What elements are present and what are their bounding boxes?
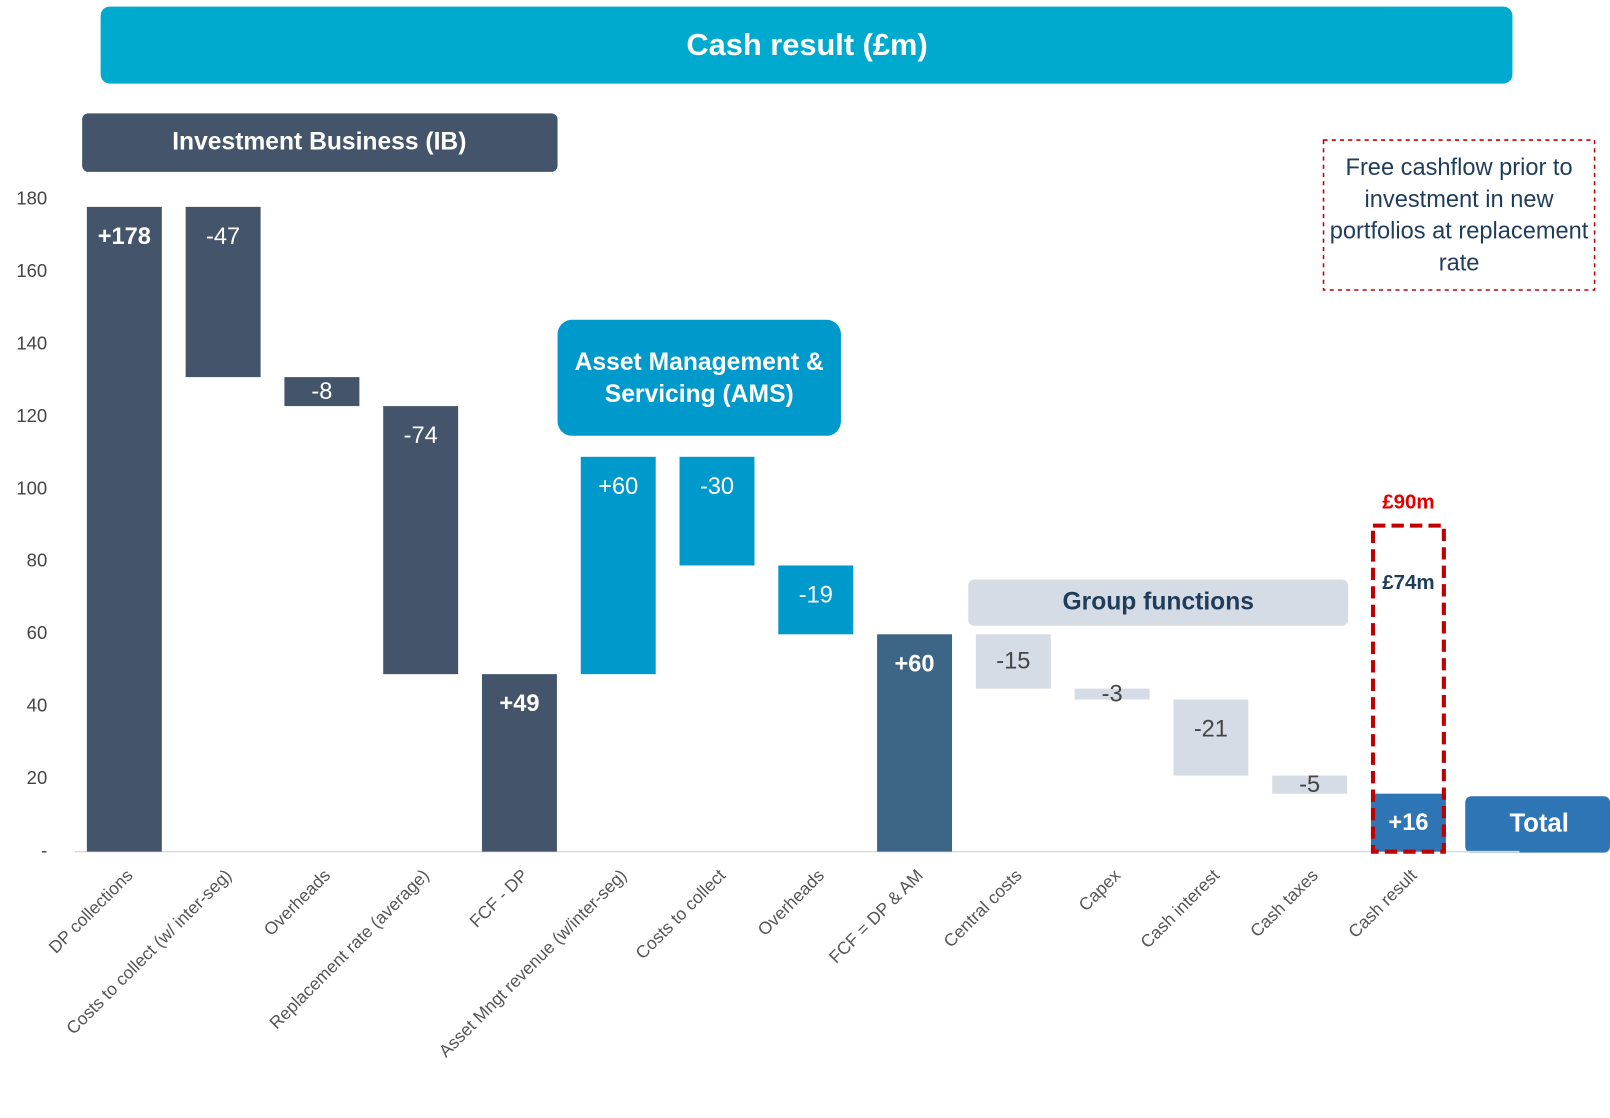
y-tick-label: 120 (16, 405, 47, 426)
y-tick-label: 60 (27, 622, 48, 643)
bar (383, 406, 459, 675)
value-label: -19 (799, 583, 833, 609)
highlight-label: £74m (1382, 571, 1434, 594)
bar (778, 565, 854, 635)
value-label: +60 (598, 474, 638, 500)
bar (975, 634, 1051, 689)
x-tick-label: FCF - DP (465, 865, 531, 931)
bar (284, 377, 360, 407)
x-tick-label: Costs to collect (632, 865, 730, 963)
bar (1370, 793, 1446, 852)
note-wrap: Free cashflow prior to investment in new… (1329, 153, 1589, 276)
total-box (1465, 796, 1610, 853)
x-tick-label: Central costs (939, 865, 1025, 951)
value-label: +178 (98, 224, 151, 250)
y-tick-label: 40 (27, 695, 48, 716)
chart-title: Cash result (£m) (686, 27, 927, 62)
bar (1272, 775, 1348, 794)
segment-box (557, 319, 841, 436)
bar (1074, 688, 1150, 700)
x-tick-label: Asset Mngt revenue (w/inter-seg) (435, 865, 631, 1061)
title-banner (100, 6, 1513, 84)
value-label: -74 (404, 423, 438, 449)
value-label: +16 (1388, 810, 1428, 836)
bar (580, 456, 656, 675)
segment-label-wrap: Asset Management & Servicing (AMS) (574, 347, 824, 408)
y-tick-label: 140 (16, 332, 47, 353)
note: Free cashflow prior to investment in new… (1329, 153, 1589, 276)
bar (86, 206, 162, 852)
bar (185, 206, 261, 378)
segment-box (968, 579, 1349, 626)
value-label: -5 (1299, 772, 1320, 798)
x-tick-label: Cash result (1344, 865, 1421, 942)
value-label: -47 (206, 224, 240, 250)
value-label: +60 (895, 651, 935, 677)
y-tick-label: 20 (27, 767, 48, 788)
x-tick-label: Capex (1075, 865, 1125, 915)
bar (877, 634, 953, 852)
value-label: +49 (499, 691, 539, 717)
y-tick-label: 180 (16, 188, 47, 209)
note-box (1322, 139, 1596, 291)
segment-label: Group functions (1062, 589, 1254, 616)
y-tick-label: 160 (16, 260, 47, 281)
x-tick-label: Cash interest (1136, 865, 1223, 952)
value-label: -3 (1102, 681, 1123, 707)
highlight-box (1370, 523, 1446, 854)
x-tick-label: Costs to collect (w/ inter-seg) (62, 865, 235, 1038)
x-tick-label: Overheads (754, 865, 829, 940)
segment-label: Asset Management & Servicing (AMS) (574, 347, 824, 408)
bar (481, 674, 557, 852)
x-tick-label: Cash taxes (1246, 865, 1322, 941)
x-tick-label: DP collections (45, 865, 137, 957)
value-label: -15 (996, 649, 1030, 675)
bar (679, 456, 755, 566)
value-label: -8 (311, 379, 332, 405)
highlight-label: £90m (1382, 490, 1434, 513)
value-label: -21 (1194, 717, 1228, 743)
y-tick-label: 80 (27, 550, 48, 571)
x-tick-label: FCF = DP & AM (825, 865, 927, 967)
bar (1173, 699, 1249, 776)
y-tick-label: 100 (16, 477, 47, 498)
x-tick-label: Replacement rate (average) (265, 865, 433, 1033)
segment-box (82, 113, 558, 172)
y-tick-label: - (41, 840, 47, 861)
segment-label: Investment Business (IB) (172, 129, 466, 156)
value-label: -30 (700, 474, 734, 500)
total-label: Total (1509, 810, 1568, 838)
x-tick-label: Overheads (260, 865, 335, 940)
